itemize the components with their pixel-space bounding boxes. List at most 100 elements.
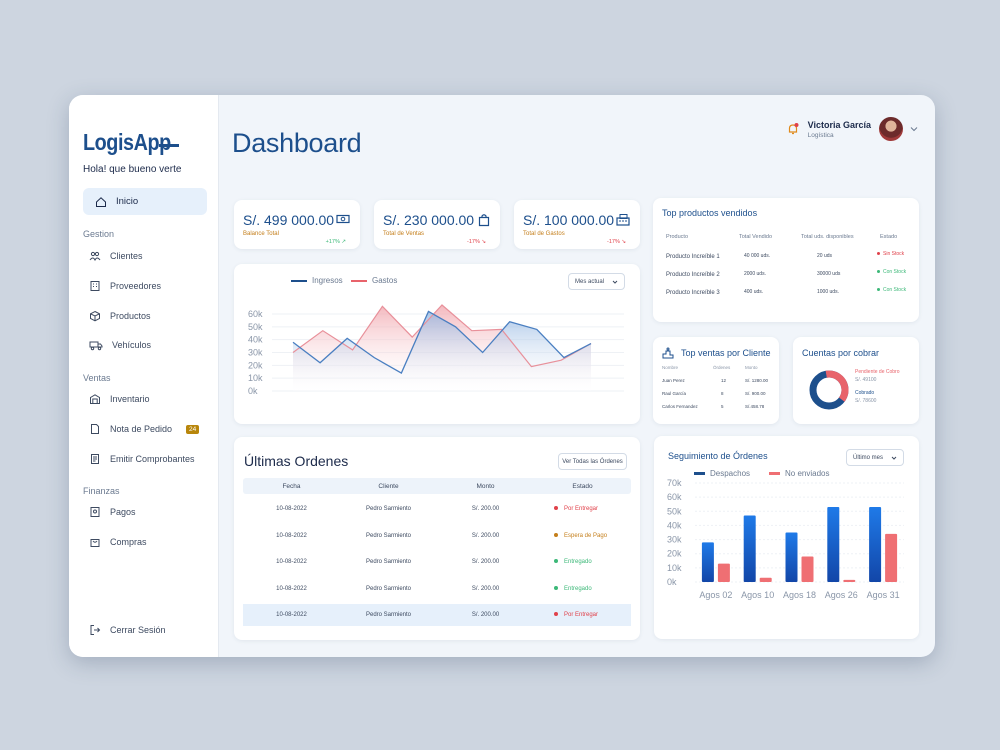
orders-table-header: Fecha Cliente Monto Estado [243, 478, 631, 494]
document-icon [91, 424, 99, 434]
col-header: Estado [572, 482, 593, 490]
truck-icon [89, 341, 103, 351]
greeting: Hola! que bueno verte [83, 164, 182, 175]
users-icon [89, 251, 101, 262]
nav-item-compras[interactable]: Compras [89, 533, 147, 551]
client-name: Juan Perez [662, 378, 685, 383]
status-badge: Con Stock [877, 287, 906, 293]
bar-despachos [827, 507, 840, 582]
bell-icon[interactable] [786, 122, 800, 136]
logo-dash [159, 144, 179, 147]
client-orders: 12 [721, 378, 727, 383]
view-all-orders-button[interactable]: Ver Todas las Órdenes [558, 453, 627, 470]
period-select[interactable]: Mes actual [568, 273, 625, 290]
top-clients-card: Top ventas por Cliente Nombre Órdenes Mont… [653, 337, 779, 424]
nav-item-emitir-comprobantes[interactable]: Emitir Comprobantes [89, 450, 195, 468]
order-amount: S/. 200.00 [471, 612, 500, 618]
col-header: Estado [880, 234, 898, 240]
col-header: Producto [666, 234, 689, 240]
bar-no-enviados [717, 563, 730, 582]
cash-register-icon [616, 214, 630, 226]
shopping-bag-icon [90, 539, 100, 547]
shopping-bag-icon [478, 214, 490, 227]
app-logo: LogisApp [83, 129, 171, 155]
col-header: Nombre [662, 365, 679, 370]
warehouse-icon [90, 394, 100, 404]
gastos-line [292, 304, 592, 368]
bar-no-enviados [801, 556, 814, 582]
bar-no-enviados [843, 579, 856, 582]
stat-card-gastos: S/. 100 000.00 Total de Gastos -17% ↘ [514, 200, 640, 249]
product-name: Producto Increíble 3 [666, 290, 720, 296]
col-header: Total Vendido [739, 234, 773, 240]
nav-item-label: Vehículos [112, 340, 152, 350]
range-select[interactable]: Último mes [846, 449, 904, 466]
client-orders: 5 [721, 404, 724, 409]
order-date: 10-08-2022 [276, 612, 307, 618]
x-tick-label: Agos 02 [699, 590, 732, 600]
nav-item-pagos[interactable]: Pagos [89, 503, 136, 521]
bar-no-enviados [759, 577, 772, 582]
nav-item-label: Inicio [116, 196, 139, 207]
sidebar: LogisApp Hola! que bueno verte Inicio Ge… [69, 95, 219, 657]
order-date: 10-08-2022 [276, 506, 307, 512]
col-header: Monto [745, 365, 758, 370]
receivables-card: Cuentas por cobrar Pendiente de Cobro S/… [793, 337, 919, 424]
client-name: Raul García [662, 391, 687, 396]
col-header: Total uds. disponibles [801, 234, 854, 240]
logout-icon [90, 625, 101, 635]
y-tick-label: 0k [667, 577, 677, 587]
product-sold: 40 000 uds. [744, 253, 771, 259]
avatar[interactable] [879, 117, 903, 141]
user-menu[interactable]: Victoria García Logística [786, 117, 919, 141]
stat-value: S/. 100 000.00 [523, 212, 615, 228]
table-row[interactable]: 10-08-2022 Pedro Sarmiento S/. 200.00 Por E… [243, 604, 631, 626]
order-amount: S/. 200.00 [471, 532, 500, 539]
legend-despachos: Despachos [694, 469, 750, 478]
client-amount: S/. 900.00 [745, 391, 766, 396]
ingresos-line [292, 310, 592, 374]
chevron-down-icon [891, 456, 897, 460]
bar-no-enviados [885, 533, 898, 582]
nav-item-inicio[interactable]: Inicio [83, 188, 207, 215]
nav-item-inventario[interactable]: Inventario [89, 390, 150, 408]
logout-button[interactable]: Cerrar Sesión [89, 621, 166, 639]
stat-card-balance: S/. 499 000.00 Balance Total +17% ↗ [234, 200, 360, 249]
y-tick-label: 40k [667, 520, 682, 530]
order-status: Entregado [534, 559, 631, 565]
nav-item-productos[interactable]: Productos [89, 307, 151, 325]
y-tick-label: 70k [667, 478, 682, 488]
chevron-down-icon[interactable] [909, 124, 919, 134]
home-icon [96, 196, 106, 207]
nav-item-vehiculos[interactable]: Vehículos [89, 336, 151, 354]
user-name: Victoria García [807, 119, 871, 130]
nav-item-label: Nota de Pedido [110, 424, 173, 434]
user-role: Logística [807, 131, 834, 139]
y-tick-label: 0k [248, 386, 258, 396]
order-client: Pedro Sarmiento [365, 506, 412, 512]
order-status: Espera de Pago [534, 532, 631, 539]
bar-despachos [869, 507, 882, 582]
stat-card-ventas: S/. 230 000.00 Total de Ventas -17% ↘ [374, 200, 500, 249]
nav-section-ventas: Ventas [83, 373, 111, 383]
table-row[interactable]: 10-08-2022 Pedro Sarmiento S/. 200.00 Esper… [243, 525, 631, 547]
x-tick-label: Agos 31 [867, 590, 900, 600]
nav-item-nota-pedido[interactable]: Nota de Pedido 24 [89, 420, 200, 438]
nav-item-clientes[interactable]: Clientes [89, 247, 143, 265]
x-tick-label: Agos 26 [825, 590, 858, 600]
product-available: 30000 uds [817, 271, 841, 277]
table-row[interactable]: 10-08-2022 Pedro Sarmiento S/. 200.00 Entre… [243, 551, 631, 573]
tracking-title: Seguimiento de Órdenes [668, 451, 768, 461]
order-date: 10-08-2022 [276, 559, 307, 565]
col-header: Fecha [282, 482, 301, 490]
table-row[interactable]: 10-08-2022 Pedro Sarmiento S/. 200.00 Por E… [243, 498, 631, 520]
order-status: Por Entregar [534, 612, 631, 618]
legend-no-enviados: No enviados [769, 469, 829, 478]
ingresos-area [293, 311, 591, 391]
receivables-donut [809, 370, 849, 410]
nav-item-proveedores[interactable]: Proveedores [89, 277, 161, 295]
y-tick-label: 10k [248, 373, 263, 383]
table-row[interactable]: 10-08-2022 Pedro Sarmiento S/. 200.00 Entre… [243, 578, 631, 600]
client-name: Carlos Fernandez [662, 404, 698, 409]
income-expense-chart: 60k 50k 40k 30k 20k 10k 0k [248, 304, 624, 396]
